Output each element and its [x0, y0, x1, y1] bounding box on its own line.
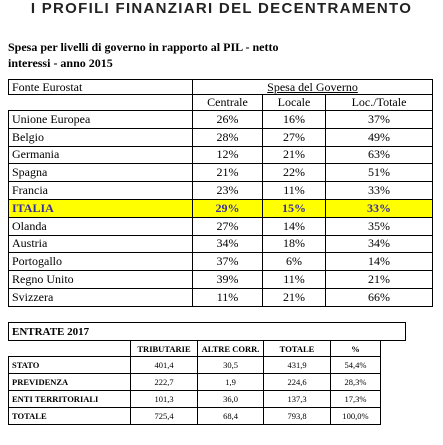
value-cell: 34%: [325, 234, 433, 254]
subtitle: interessi - anno 2015: [8, 56, 113, 70]
value-cell: 22%: [262, 163, 326, 183]
empty-cell: [8, 94, 193, 111]
value-cell: 54,4%: [330, 356, 381, 374]
value-cell: 29%: [192, 199, 263, 218]
value-cell: 49%: [325, 127, 433, 147]
value-cell: 21%: [325, 270, 433, 289]
value-cell: 725,4: [130, 407, 198, 425]
row-label: Austria: [8, 234, 193, 254]
value-cell: 39%: [192, 270, 263, 289]
value-cell: 21%: [262, 288, 326, 307]
value-cell: 1,9: [197, 373, 264, 391]
value-cell: 28,3%: [330, 373, 381, 391]
value-cell: 21%: [262, 145, 326, 165]
row-label: Portogallo: [8, 252, 193, 272]
row-label: ITALIA: [8, 199, 193, 218]
empty-cell: [8, 340, 131, 357]
row-label: Belgio: [8, 127, 193, 147]
column-header: Loc./Totale: [325, 94, 433, 111]
column-header: Locale: [262, 94, 326, 111]
row-label: Francia: [8, 181, 193, 200]
row-label: Svizzera: [8, 288, 193, 307]
value-cell: 6%: [262, 252, 326, 272]
value-cell: 35%: [325, 216, 433, 236]
value-cell: 11%: [262, 270, 326, 289]
value-cell: 17,3%: [330, 390, 381, 408]
page-title: I PROFILI FINANZIARI DEL DECENTRAMENTO: [30, 0, 413, 17]
empty-cell: [130, 322, 406, 341]
value-cell: 34%: [192, 234, 263, 254]
value-cell: 16%: [262, 110, 326, 129]
row-label: ENTI TERRITORIALI: [8, 390, 131, 408]
value-cell: 36,0: [197, 390, 264, 408]
row-label: Spagna: [8, 163, 193, 183]
value-cell: 11%: [192, 288, 263, 307]
column-header: TRIBUTARIE: [130, 340, 198, 357]
value-cell: 431,9: [263, 356, 331, 374]
source-cell: Fonte Eurostat: [8, 79, 193, 95]
value-cell: 68,4: [197, 407, 264, 425]
value-cell: 222,7: [130, 373, 198, 391]
value-cell: 15%: [262, 199, 326, 218]
value-cell: 33%: [325, 199, 433, 218]
value-cell: 51%: [325, 163, 433, 183]
group-header: Spesa del Governo: [192, 79, 433, 95]
value-cell: 30,5: [197, 356, 264, 374]
column-header: TOTALE: [263, 340, 331, 357]
value-cell: 27%: [192, 216, 263, 236]
value-cell: 137,3: [263, 390, 331, 408]
value-cell: 14%: [262, 216, 326, 236]
row-label: Olanda: [8, 216, 193, 236]
table-title: ENTRATE 2017: [8, 322, 131, 341]
value-cell: 33%: [325, 181, 433, 200]
value-cell: 101,3: [130, 390, 198, 408]
row-label: PREVIDENZA: [8, 373, 131, 391]
column-header: ALTRE CORR.: [197, 340, 264, 357]
row-label: TOTALE: [8, 407, 131, 425]
row-label: Regno Unito: [8, 270, 193, 289]
value-cell: 37%: [325, 110, 433, 129]
value-cell: 401,4: [130, 356, 198, 374]
value-cell: 27%: [262, 127, 326, 147]
row-label: STATO: [8, 356, 131, 374]
value-cell: 14%: [325, 252, 433, 272]
value-cell: 21%: [192, 163, 263, 183]
value-cell: 63%: [325, 145, 433, 165]
value-cell: 28%: [192, 127, 263, 147]
value-cell: 793,8: [263, 407, 331, 425]
value-cell: 23%: [192, 181, 263, 200]
row-label: Unione Europea: [8, 110, 193, 129]
value-cell: 26%: [192, 110, 263, 129]
value-cell: 37%: [192, 252, 263, 272]
value-cell: 18%: [262, 234, 326, 254]
subtitle: Spesa per livelli di governo in rapporto…: [8, 40, 279, 54]
value-cell: 11%: [262, 181, 326, 200]
value-cell: 12%: [192, 145, 263, 165]
column-header: Centrale: [192, 94, 263, 111]
column-header: %: [330, 340, 381, 357]
value-cell: 224,6: [263, 373, 331, 391]
row-label: Germania: [8, 145, 193, 165]
value-cell: 66%: [325, 288, 433, 307]
value-cell: 100,0%: [330, 407, 381, 425]
